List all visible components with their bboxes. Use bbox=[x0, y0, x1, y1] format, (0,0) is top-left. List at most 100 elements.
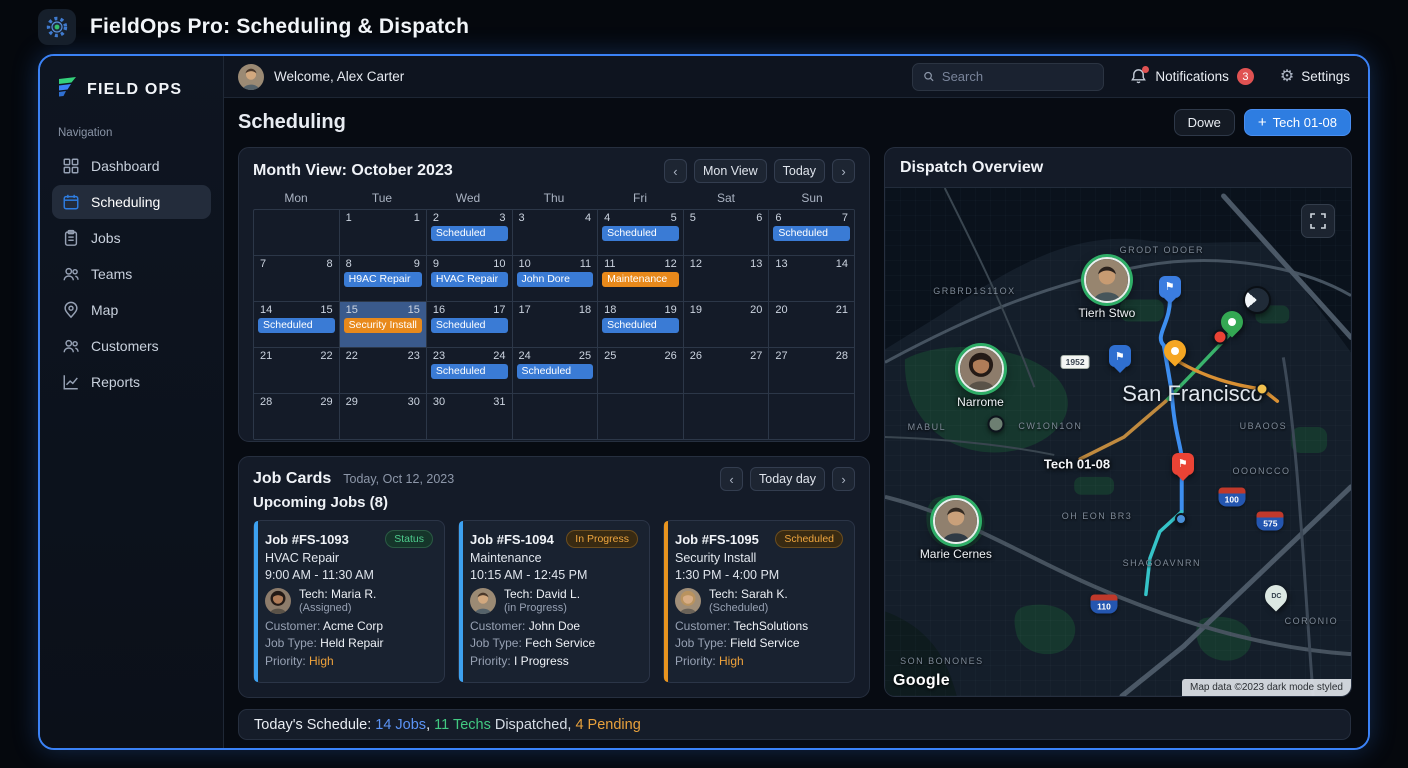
calendar-event[interactable]: Scheduled bbox=[602, 318, 679, 333]
calendar-cell[interactable]: 2 3 Scheduled bbox=[426, 210, 513, 256]
calendar-event[interactable]: Scheduled bbox=[258, 318, 335, 333]
calendar-prev-button[interactable]: ‹ bbox=[663, 159, 687, 183]
map-technician-avatar[interactable] bbox=[932, 497, 979, 544]
job-card[interactable]: Job #FS-1094 In Progress Maintenance 10:15 … bbox=[458, 520, 650, 683]
map-flag-pin-marker[interactable]: ⚑ bbox=[1158, 275, 1181, 298]
job-card[interactable]: Job #FS-1095 Scheduled Security Install 1:3… bbox=[663, 520, 855, 683]
settings-button[interactable]: ⚙ Settings bbox=[1280, 68, 1350, 85]
map-flag-pin-marker[interactable]: ⚑ bbox=[1171, 452, 1194, 475]
job-field: Customer: TechSolutions bbox=[675, 619, 843, 633]
calendar-event[interactable]: Scheduled bbox=[430, 364, 508, 379]
calendar-cell[interactable]: 19 20 bbox=[683, 302, 770, 348]
job-card[interactable]: Job #FS-1093 Status HVAC Repair 9:00 AM - 1… bbox=[253, 520, 445, 683]
calendar-cell[interactable]: 25 26 bbox=[598, 348, 684, 394]
sidebar-item-reports[interactable]: Reports bbox=[52, 365, 211, 399]
notifications-button[interactable]: Notifications 3 bbox=[1130, 66, 1254, 85]
calendar-next-button[interactable]: › bbox=[832, 159, 855, 183]
job-status-badge: Scheduled bbox=[775, 530, 843, 548]
calendar-cell-numbers: 23 24 bbox=[431, 350, 508, 362]
calendar-cell[interactable]: 20 21 bbox=[769, 302, 855, 348]
calendar-cell[interactable] bbox=[683, 394, 770, 440]
calendar-cell[interactable]: 26 27 bbox=[683, 348, 770, 394]
calendar-event[interactable]: H9AC Repair bbox=[343, 272, 422, 287]
job-field-label: Priority: bbox=[265, 653, 310, 668]
map-flag-pin-marker[interactable]: ⚑ bbox=[1108, 345, 1131, 368]
calendar-cell[interactable]: 30 31 bbox=[426, 394, 513, 440]
search-input[interactable] bbox=[941, 69, 1094, 84]
fullscreen-button[interactable] bbox=[1301, 204, 1335, 238]
jobs-prev-button[interactable]: ‹ bbox=[720, 467, 744, 491]
calendar-cell-numbers: 16 17 bbox=[431, 304, 508, 316]
sidebar-item-map[interactable]: Map bbox=[52, 293, 211, 327]
calendar-cell[interactable]: 13 14 bbox=[769, 256, 855, 302]
dispatch-map[interactable]: GRODT ODOER GRBRD1S11OX MABUL CW1ON1ON UBAOO… bbox=[885, 188, 1351, 696]
calendar-event[interactable]: Scheduled bbox=[430, 226, 508, 241]
day-number: 10 bbox=[518, 258, 531, 270]
calendar-cell[interactable]: 21 22 bbox=[254, 348, 340, 394]
calendar-cell[interactable] bbox=[512, 394, 599, 440]
nav-section-label: Navigation bbox=[58, 127, 113, 139]
job-field-label: Priority: bbox=[470, 653, 515, 668]
calendar-cell[interactable]: 17 18 bbox=[512, 302, 599, 348]
calendar-cell[interactable]: 28 29 bbox=[254, 394, 340, 440]
map-dot-marker[interactable] bbox=[1212, 329, 1228, 345]
calendar-cell[interactable] bbox=[769, 394, 855, 440]
calendar-cell[interactable]: 15 15 Security Install bbox=[339, 302, 427, 348]
calendar-today-button[interactable]: Today bbox=[773, 159, 825, 183]
sidebar-item-teams[interactable]: Teams bbox=[52, 257, 211, 291]
sidebar-item-dashboard[interactable]: Dashboard bbox=[52, 149, 211, 183]
calendar-cell[interactable]: 8 9 H9AC Repair bbox=[339, 256, 427, 302]
calendar-event[interactable]: HVAC Repair bbox=[430, 272, 508, 287]
calendar-event[interactable]: Scheduled bbox=[773, 226, 850, 241]
dowe-button[interactable]: Dowe bbox=[1173, 109, 1235, 136]
fieldops-logo-icon bbox=[56, 76, 78, 103]
calendar-cell[interactable]: 23 24 Scheduled bbox=[426, 348, 513, 394]
calendar-cell[interactable] bbox=[254, 210, 340, 256]
user-avatar[interactable] bbox=[238, 63, 264, 90]
job-time: 10:15 AM - 12:45 PM bbox=[470, 568, 588, 582]
day-number: 22 bbox=[320, 350, 333, 362]
calendar-cell[interactable]: 11 12 Maintenance bbox=[598, 256, 684, 302]
calendar-event[interactable]: Maintenance bbox=[602, 272, 679, 287]
jobs-next-button[interactable]: › bbox=[832, 467, 855, 491]
map-dot-marker[interactable] bbox=[1174, 512, 1187, 525]
add-tech-button[interactable]: + Tech 01-08 bbox=[1243, 109, 1351, 136]
map-technician-avatar[interactable] bbox=[957, 346, 1004, 393]
sidebar-item-jobs[interactable]: Jobs bbox=[52, 221, 211, 255]
calendar-cell[interactable]: 4 5 Scheduled bbox=[598, 210, 684, 256]
map-dot-marker[interactable] bbox=[1255, 382, 1269, 396]
calendar-cell[interactable]: 27 28 bbox=[769, 348, 855, 394]
job-field-value: Field Service bbox=[730, 636, 800, 651]
calendar-event[interactable]: Security Install bbox=[343, 318, 422, 333]
calendar-cell[interactable]: 9 10 HVAC Repair bbox=[426, 256, 513, 302]
jobs-today-button[interactable]: Today day bbox=[750, 467, 825, 491]
day-number: 4 bbox=[585, 212, 592, 224]
calendar-cell[interactable]: 22 23 bbox=[339, 348, 427, 394]
calendar-cell[interactable]: 18 19 Scheduled bbox=[598, 302, 684, 348]
map-dot-marker[interactable] bbox=[987, 415, 1005, 433]
calendar-cell[interactable]: 16 17 Scheduled bbox=[426, 302, 513, 348]
calendar-cell[interactable]: 12 13 bbox=[683, 256, 770, 302]
tech-avatar bbox=[265, 588, 291, 615]
calendar-cell[interactable]: 14 15 Scheduled bbox=[254, 302, 340, 348]
map-technician-avatar[interactable] bbox=[1083, 257, 1130, 304]
calendar-view-button[interactable]: Mon View bbox=[693, 159, 767, 183]
calendar-cell[interactable]: 10 11 John Dore bbox=[512, 256, 599, 302]
calendar-cell[interactable]: 29 30 bbox=[339, 394, 427, 440]
calendar-cell[interactable]: 24 25 Scheduled bbox=[512, 348, 599, 394]
calendar-cell[interactable]: 6 7 Scheduled bbox=[769, 210, 855, 256]
calendar-event[interactable]: Scheduled bbox=[516, 364, 594, 379]
sidebar-item-customers[interactable]: Customers bbox=[52, 329, 211, 363]
calendar-cell[interactable] bbox=[598, 394, 684, 440]
calendar-event[interactable]: Scheduled bbox=[602, 226, 679, 241]
sidebar-item-scheduling[interactable]: Scheduling bbox=[52, 185, 211, 219]
calendar-event[interactable]: John Dore bbox=[516, 272, 594, 287]
search-box[interactable] bbox=[912, 62, 1105, 91]
calendar-event[interactable]: Scheduled bbox=[430, 318, 508, 333]
job-field-label: Customer: bbox=[265, 618, 324, 633]
map-vehicle-marker[interactable] bbox=[1243, 285, 1272, 314]
